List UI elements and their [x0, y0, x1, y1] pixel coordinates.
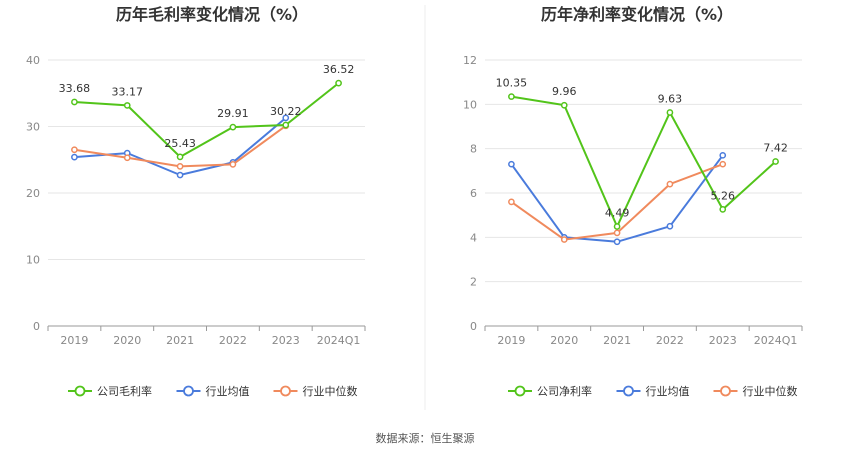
data-point — [560, 101, 568, 109]
data-label: 36.52 — [323, 63, 355, 76]
data-label: 9.63 — [658, 93, 683, 106]
x-tick-label: 2023 — [272, 334, 300, 347]
y-tick-label: 6 — [470, 187, 477, 200]
data-point — [560, 236, 568, 243]
data-label: 5.26 — [711, 189, 736, 202]
legend-label: 行业中位数 — [303, 384, 358, 398]
y-tick-label: 40 — [26, 54, 40, 67]
y-tick-label: 10 — [463, 98, 477, 111]
x-tick-label: 2020 — [113, 334, 141, 347]
data-label: 9.96 — [552, 85, 577, 98]
legend-marker — [720, 385, 731, 397]
data-label: 10.35 — [496, 77, 528, 90]
data-label: 33.17 — [112, 85, 144, 98]
data-point — [282, 121, 290, 129]
data-point — [71, 153, 78, 161]
x-tick-label: 2019 — [60, 334, 88, 347]
y-tick-label: 4 — [470, 231, 477, 244]
data-label: 30.22 — [270, 105, 302, 118]
data-point — [508, 198, 515, 206]
y-tick-label: 0 — [470, 320, 477, 333]
data-point — [719, 206, 727, 213]
data-point — [613, 223, 621, 230]
data-label: 25.43 — [164, 137, 196, 150]
y-tick-label: 20 — [26, 187, 40, 200]
y-tick-label: 30 — [26, 121, 40, 134]
data-point — [71, 98, 78, 106]
legend-marker — [623, 385, 634, 397]
data-point — [335, 79, 342, 87]
legend-marker — [74, 385, 86, 397]
data-point — [508, 160, 515, 168]
data-label: 4.49 — [605, 206, 630, 219]
data-point — [71, 146, 78, 154]
legend-marker — [183, 385, 194, 397]
data-point — [508, 93, 515, 100]
data-point — [613, 238, 621, 246]
data-point — [229, 161, 237, 168]
data-label: 29.91 — [217, 107, 249, 120]
data-point — [123, 154, 131, 162]
legend-marker — [514, 385, 526, 397]
x-tick-label: 2024Q1 — [317, 334, 361, 347]
legend-label: 行业均值 — [206, 385, 250, 398]
legend-label: 行业均值 — [646, 385, 690, 398]
y-tick-label: 10 — [26, 254, 40, 267]
y-tick-label: 8 — [470, 143, 477, 156]
legend-marker — [280, 385, 291, 397]
data-point — [282, 114, 290, 122]
series-line — [511, 95, 777, 229]
source-note: 数据来源：恒生聚源 — [375, 432, 475, 445]
data-point — [719, 151, 727, 159]
data-label: 7.42 — [763, 142, 788, 155]
data-point — [772, 158, 779, 165]
data-point — [123, 102, 131, 109]
data-point — [666, 180, 674, 188]
data-point — [666, 109, 674, 116]
x-tick-label: 2022 — [219, 334, 247, 347]
x-tick-label: 2024Q1 — [754, 334, 798, 347]
y-tick-label: 12 — [463, 54, 477, 67]
data-point — [229, 123, 237, 131]
data-point — [176, 163, 184, 170]
data-label: 33.68 — [59, 82, 91, 95]
chart-title: 历年净利率变化情况（%） — [541, 5, 733, 24]
legend-label: 公司净利率 — [537, 384, 592, 398]
x-tick-label: 2019 — [497, 334, 525, 347]
x-tick-label: 2023 — [709, 334, 737, 347]
legend-label: 公司毛利率 — [97, 384, 152, 398]
series-line — [74, 82, 340, 159]
chart-title: 历年毛利率变化情况（%） — [116, 5, 308, 24]
data-point — [666, 222, 674, 230]
x-tick-label: 2021 — [603, 334, 631, 347]
legend-label: 行业中位数 — [743, 384, 798, 398]
data-point — [719, 160, 727, 168]
x-tick-label: 2020 — [550, 334, 578, 347]
x-tick-label: 2022 — [656, 334, 684, 347]
data-point — [176, 153, 184, 161]
data-point — [176, 171, 184, 179]
x-tick-label: 2021 — [166, 334, 194, 347]
data-point — [613, 229, 621, 237]
y-tick-label: 2 — [470, 276, 477, 289]
y-tick-label: 0 — [33, 320, 40, 333]
